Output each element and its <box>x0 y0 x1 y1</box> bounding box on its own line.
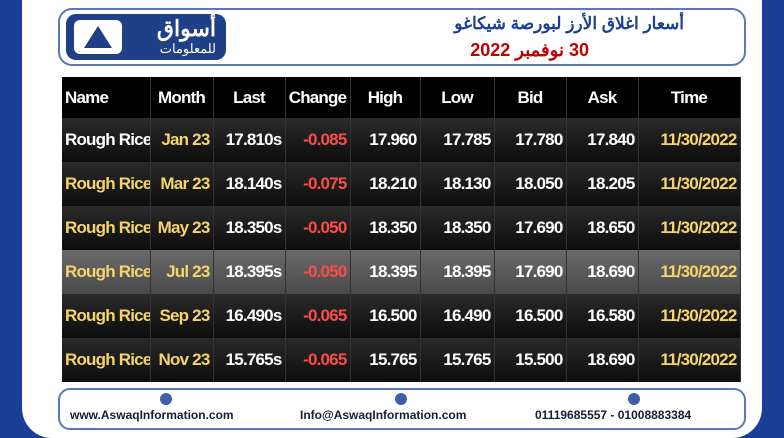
logo-name: أسواق <box>156 16 216 41</box>
cell: -0.075 <box>285 162 351 206</box>
cell: 15.765 <box>420 338 495 382</box>
cell: 18.395 <box>350 250 421 294</box>
cell: 18.395s <box>213 250 286 294</box>
cell: Sep 23 <box>150 294 214 338</box>
cell: 18.350s <box>213 206 286 250</box>
cell: 17.690 <box>494 206 567 250</box>
cell: Rough Rice <box>62 162 151 206</box>
cell: 11/30/2022 <box>638 118 741 162</box>
cell: Jul 23 <box>150 250 214 294</box>
cell: 18.690 <box>566 338 639 382</box>
table-row: Rough Rice Nov 23 15.765s -0.065 15.765 15.76… <box>62 338 741 382</box>
phone-icon <box>628 393 640 405</box>
column-header: Low <box>420 77 495 118</box>
column-header: Time <box>638 77 741 118</box>
cell: 11/30/2022 <box>638 294 741 338</box>
cell: 17.785 <box>420 118 495 162</box>
cell: 11/30/2022 <box>638 250 741 294</box>
cell: 18.210 <box>350 162 421 206</box>
cell: 16.490s <box>213 294 286 338</box>
logo: أسواق للمعلومات <box>66 14 226 60</box>
cell: 16.500 <box>350 294 421 338</box>
logo-mark <box>74 20 122 54</box>
cell: 18.350 <box>350 206 421 250</box>
cell: 18.140s <box>213 162 286 206</box>
column-header: Month <box>150 77 214 118</box>
cell: 17.840 <box>566 118 639 162</box>
cell: Rough Rice <box>62 294 151 338</box>
logo-sub: للمعلومات <box>159 41 216 56</box>
column-header: Bid <box>494 77 567 118</box>
cell: Rough Rice <box>62 338 151 382</box>
cell: 17.810s <box>213 118 286 162</box>
column-header: Last <box>213 77 286 118</box>
table-row: Rough Rice Sep 23 16.490s -0.065 16.500 16.49… <box>62 294 741 338</box>
cell: 18.395 <box>420 250 495 294</box>
price-table: Name Month Last Change High Low Bid Ask Time Roug… <box>62 77 741 382</box>
phones: 01119685557 - 01008883384 <box>535 408 692 422</box>
cell: -0.065 <box>285 294 351 338</box>
cell: 11/30/2022 <box>638 338 741 382</box>
cell: Rough Rice <box>62 118 151 162</box>
column-header: Ask <box>566 77 639 118</box>
web-icon <box>160 393 172 405</box>
cell: Mar 23 <box>150 162 214 206</box>
cell: 18.205 <box>566 162 639 206</box>
table-row: Rough Rice Mar 23 18.140s -0.075 18.210 18.13… <box>62 162 741 206</box>
mail-icon <box>395 393 407 405</box>
cell: -0.065 <box>285 338 351 382</box>
date: 30 نوفمبر 2022 <box>470 40 589 60</box>
footer: www.AswaqInformation.com Info@AswaqInfor… <box>58 388 746 430</box>
cell: 16.490 <box>420 294 495 338</box>
cell: 18.350 <box>420 206 495 250</box>
cell: Rough Rice <box>62 250 151 294</box>
cell: 11/30/2022 <box>638 162 741 206</box>
column-header: Change <box>285 77 351 118</box>
cell: 18.130 <box>420 162 495 206</box>
cell: Jan 23 <box>150 118 214 162</box>
cell: 17.960 <box>350 118 421 162</box>
cell: May 23 <box>150 206 214 250</box>
cell: 18.650 <box>566 206 639 250</box>
cell: 18.050 <box>494 162 567 206</box>
cell: 17.690 <box>494 250 567 294</box>
email: Info@AswaqInformation.com <box>300 408 467 422</box>
cell: Nov 23 <box>150 338 214 382</box>
header: أسواق للمعلومات أسعار اغلاق الأرز لبورصة… <box>58 8 746 66</box>
cell: 11/30/2022 <box>638 206 741 250</box>
cell: 16.500 <box>494 294 567 338</box>
cell: -0.050 <box>285 250 351 294</box>
cell: 16.580 <box>566 294 639 338</box>
table-row: Rough Rice Jan 23 17.810s -0.085 17.960 17.78… <box>62 118 741 162</box>
column-header: Name <box>62 77 151 118</box>
column-header: High <box>350 77 421 118</box>
cell: -0.085 <box>285 118 351 162</box>
cell: -0.050 <box>285 206 351 250</box>
header-row: Name Month Last Change High Low Bid Ask Time <box>62 77 741 118</box>
cell: 17.780 <box>494 118 567 162</box>
cell: Rough Rice <box>62 206 151 250</box>
cell: 18.690 <box>566 250 639 294</box>
website: www.AswaqInformation.com <box>70 408 234 422</box>
table-row: Rough Rice Jul 23 18.395s -0.050 18.395 18.39… <box>62 250 741 294</box>
cell: 15.765s <box>213 338 286 382</box>
table-row: Rough Rice May 23 18.350s -0.050 18.350 18.35… <box>62 206 741 250</box>
title: أسعار اغلاق الأرز لبورصة شيكاغو <box>454 14 684 33</box>
cell: 15.765 <box>350 338 421 382</box>
cell: 15.500 <box>494 338 567 382</box>
